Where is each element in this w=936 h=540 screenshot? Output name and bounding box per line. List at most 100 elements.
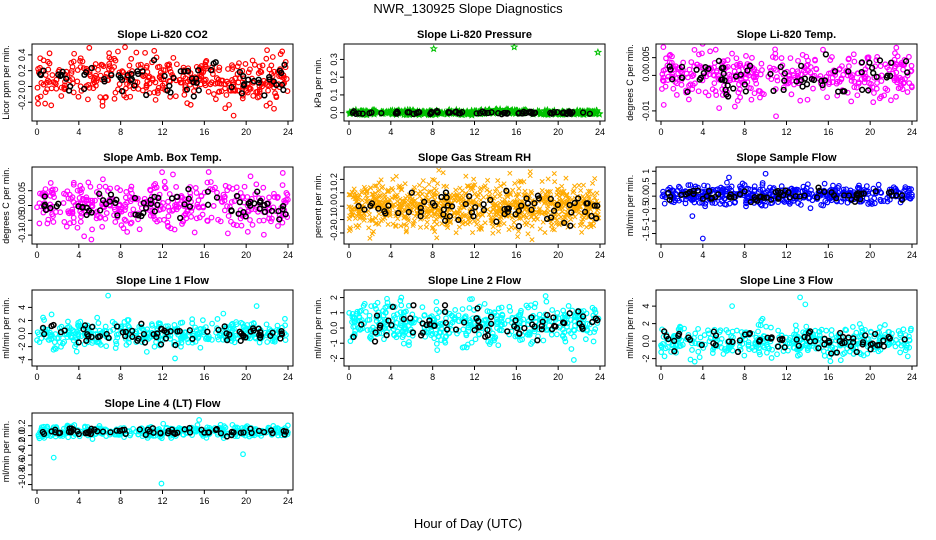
data-point (121, 319, 128, 325)
data-point-reference (837, 329, 844, 337)
data-point (763, 349, 770, 356)
data-point (862, 73, 869, 80)
data-point (263, 321, 270, 328)
data-point (199, 211, 206, 218)
data-point (490, 224, 496, 230)
data-point (772, 50, 779, 57)
data-point-reference (221, 323, 228, 330)
data-point (204, 179, 211, 186)
data-point-reference (85, 332, 92, 340)
data-point-reference (185, 185, 192, 193)
data-point (220, 310, 227, 317)
data-point (495, 305, 502, 312)
data-point (478, 225, 484, 231)
data-point (821, 352, 828, 359)
data-point (269, 73, 276, 80)
data-point (377, 193, 383, 199)
data-point (172, 93, 179, 100)
y-tick-label: 0.0 (17, 80, 27, 93)
data-point (755, 328, 761, 335)
data-point (100, 176, 106, 183)
data-point (37, 55, 44, 62)
data-point (431, 186, 438, 192)
data-point-reference (747, 198, 755, 206)
data-point-reference (96, 190, 103, 197)
data-point-reference (567, 222, 574, 229)
data-point-reference (708, 194, 716, 202)
data-points (34, 44, 291, 119)
data-point (826, 195, 833, 202)
data-point-reference (529, 321, 536, 328)
data-point (705, 330, 712, 337)
data-point (77, 182, 84, 189)
data-point-reference (142, 204, 150, 212)
data-point-reference (724, 82, 731, 89)
x-tick-label: 4 (76, 372, 81, 382)
data-point (702, 89, 709, 96)
data-point (170, 54, 177, 61)
data-point (274, 195, 281, 201)
data-point (391, 312, 397, 319)
data-point (796, 196, 803, 202)
x-tick-label: 16 (199, 127, 209, 137)
data-point (225, 80, 232, 87)
y-tick-label: 0.0 (641, 190, 651, 203)
data-point (146, 73, 153, 80)
data-point (882, 321, 888, 328)
data-point (877, 63, 884, 70)
data-point (433, 340, 440, 347)
data-point-reference (534, 337, 541, 344)
data-point (396, 184, 402, 191)
data-point (522, 212, 528, 218)
data-point (421, 312, 428, 318)
data-point (157, 320, 163, 327)
data-point-reference (352, 110, 359, 117)
data-point (875, 348, 882, 355)
data-point-reference (550, 207, 558, 214)
data-point (92, 327, 99, 334)
data-point (214, 316, 221, 322)
data-point (549, 307, 556, 313)
data-point-reference (538, 326, 546, 333)
data-point (529, 223, 535, 229)
data-point-reference (55, 200, 62, 207)
data-point (670, 188, 677, 194)
data-point-reference (167, 328, 174, 335)
data-point (482, 317, 489, 324)
data-point (411, 218, 417, 224)
panel-3: Slope Li-820 Temp.degrees C per min.0 4 8 1… (625, 29, 918, 137)
data-point (95, 320, 102, 326)
data-point-reference (143, 91, 150, 99)
data-point (893, 75, 900, 81)
data-point-reference (233, 192, 241, 200)
data-point (399, 334, 406, 341)
data-point (45, 66, 52, 73)
data-point-reference (767, 196, 775, 203)
data-point-reference (409, 329, 417, 336)
data-point-reference (730, 85, 737, 92)
data-point (690, 72, 697, 79)
data-point (406, 339, 412, 345)
data-point-reference (756, 337, 764, 344)
data-point-reference (400, 315, 407, 323)
data-point-reference (551, 322, 558, 330)
data-point-reference (523, 195, 530, 202)
data-point (165, 323, 171, 330)
data-point (850, 51, 857, 58)
data-point-reference (511, 323, 518, 330)
data-point-reference (531, 200, 538, 207)
data-point-reference (870, 69, 877, 77)
data-point (689, 347, 695, 353)
data-point (792, 322, 799, 329)
data-point (165, 204, 172, 210)
data-point-reference (512, 211, 519, 218)
data-point (217, 218, 224, 225)
data-point (689, 86, 696, 92)
data-point (370, 229, 376, 235)
data-point-reference (350, 333, 357, 341)
data-point (192, 185, 199, 191)
y-tick-label: -2 (329, 354, 339, 362)
data-point (489, 330, 496, 337)
x-tick-label: 16 (199, 250, 209, 260)
data-point (660, 341, 666, 347)
